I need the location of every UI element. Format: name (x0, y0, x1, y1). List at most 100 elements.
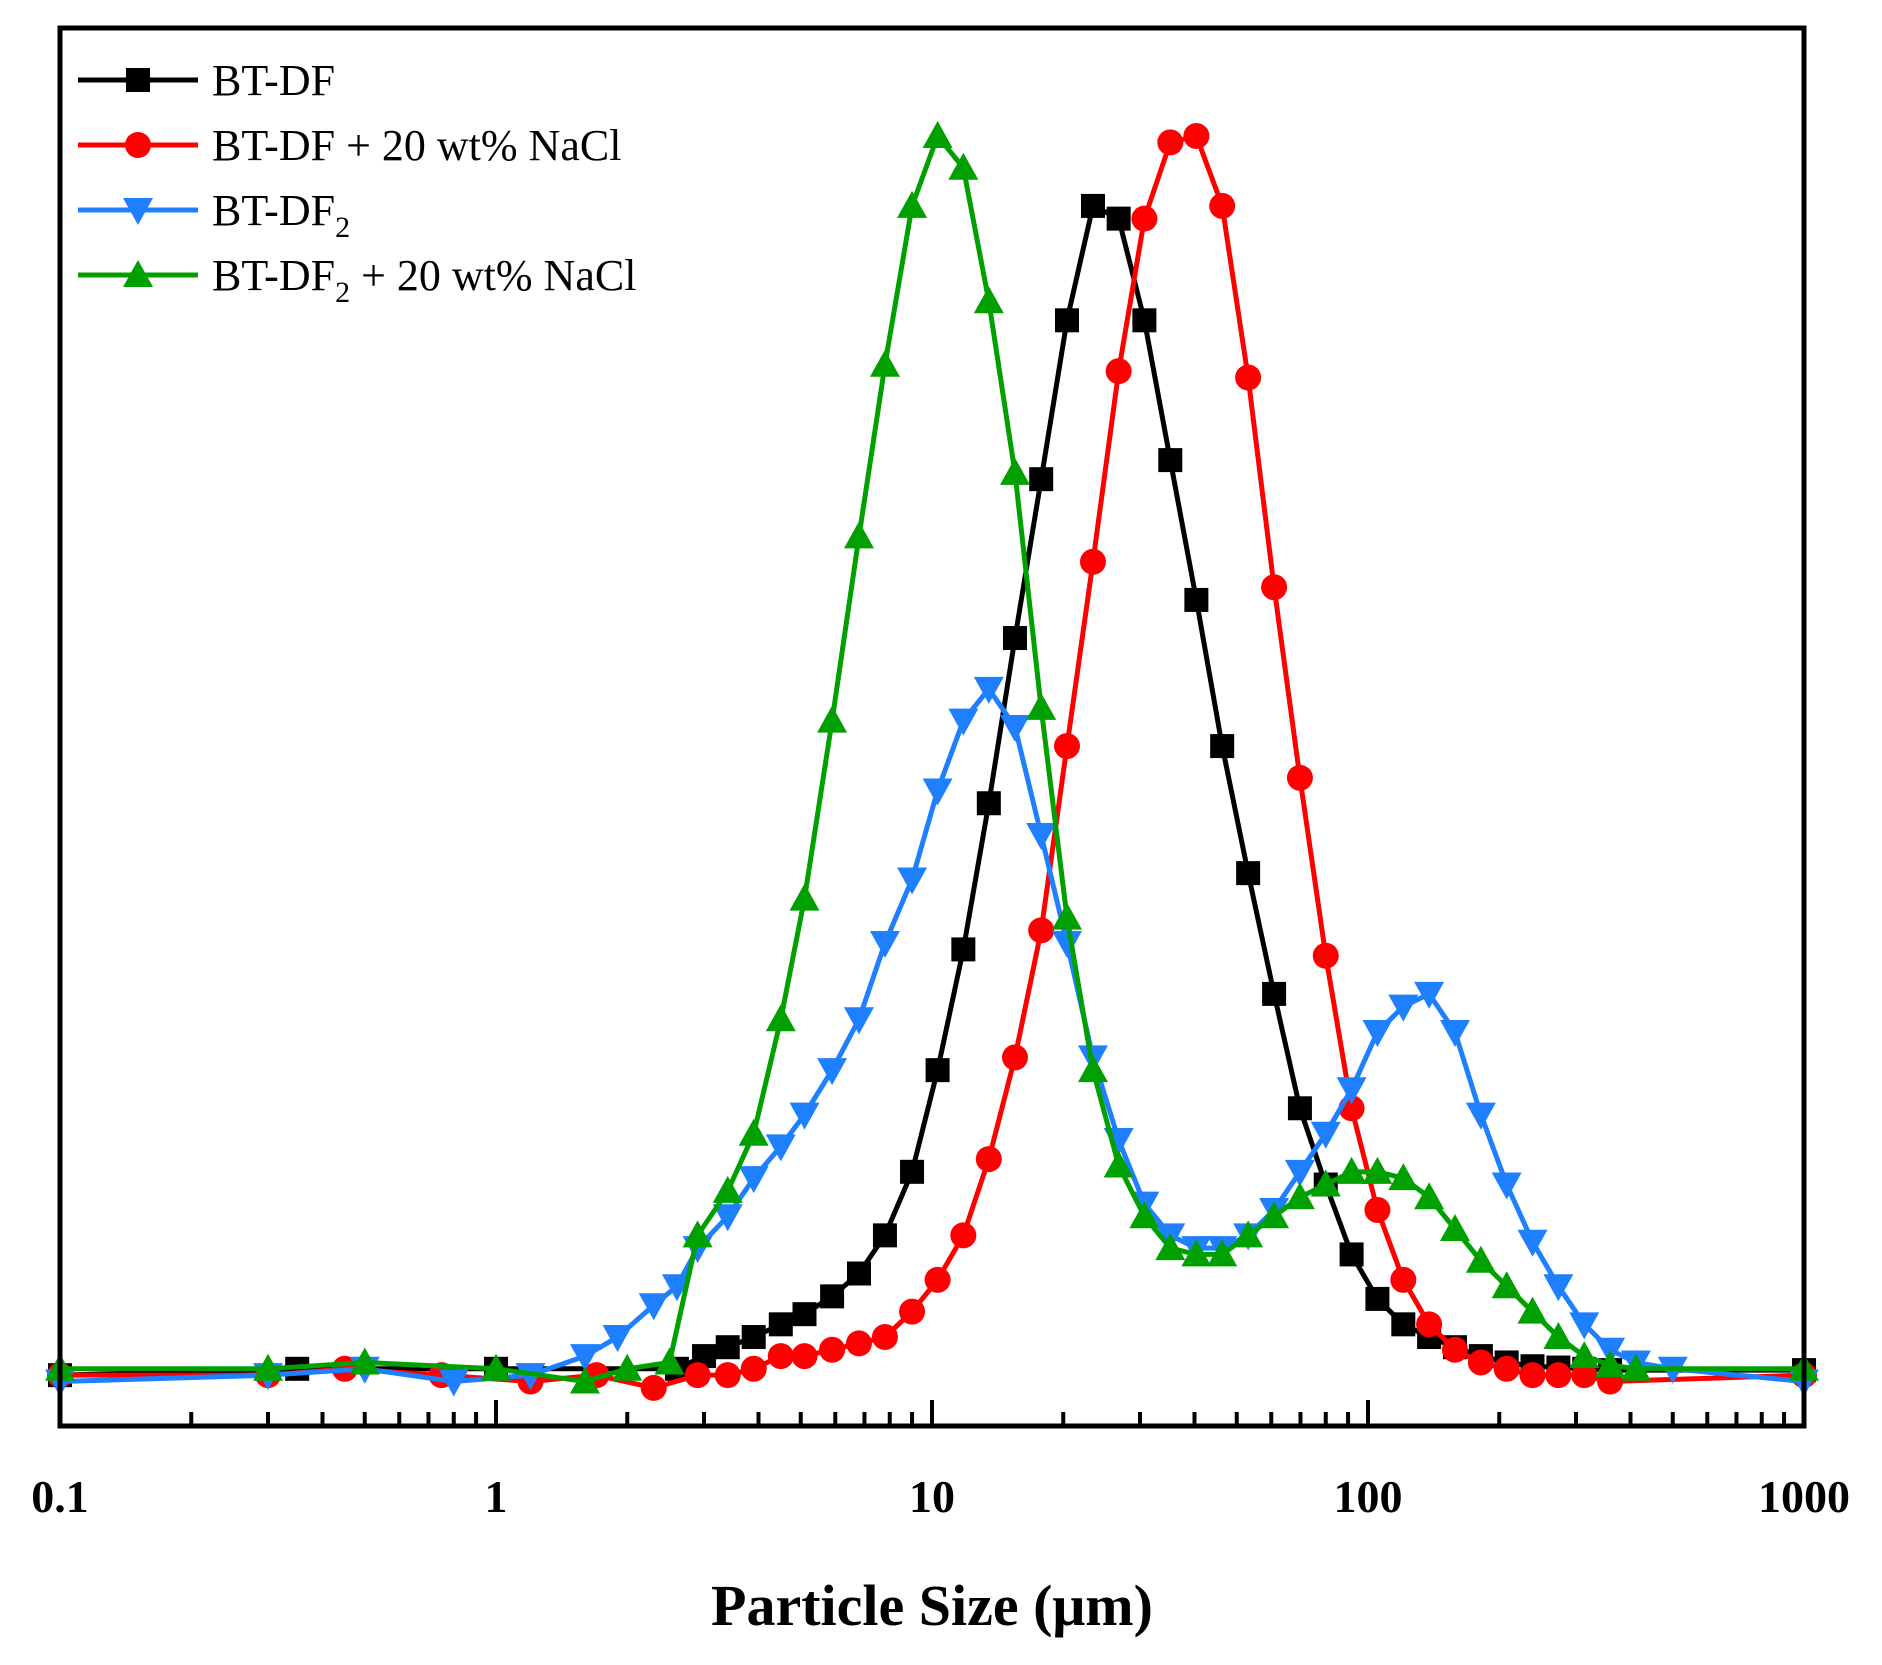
data-point (768, 1312, 793, 1337)
data-point (569, 1366, 600, 1394)
data-point (1441, 1336, 1468, 1363)
data-point (1595, 1349, 1626, 1377)
data-point (1207, 1239, 1238, 1267)
legend-label: BT-DF + 20 wt% NaCl (212, 121, 621, 170)
plot-series (45, 121, 1819, 1401)
data-point (817, 705, 848, 733)
data-point (976, 791, 1001, 816)
data-point (661, 1274, 692, 1302)
data-point (1106, 206, 1131, 231)
plot-frame (57, 25, 1807, 1429)
data-point (741, 1325, 766, 1350)
data-point (1236, 861, 1261, 886)
data-point (1388, 1163, 1419, 1191)
data-point (1051, 902, 1082, 930)
data-point (1261, 574, 1288, 601)
data-point (1362, 1020, 1393, 1048)
data-point (438, 1369, 469, 1397)
data-point (1362, 1156, 1393, 1184)
data-point (1491, 1271, 1522, 1299)
data-point (765, 1134, 796, 1162)
data-point (1336, 1077, 1367, 1105)
data-point (684, 1362, 711, 1389)
data-point (789, 883, 820, 911)
data-point (948, 708, 979, 736)
x-tick-label: 0.1 (31, 1471, 89, 1522)
data-point (897, 190, 928, 218)
data-point (1310, 1121, 1341, 1149)
data-point (999, 457, 1030, 485)
data-point (843, 521, 874, 549)
data-point (1517, 1229, 1548, 1257)
data-point (1259, 1201, 1290, 1229)
data-point (1569, 1312, 1600, 1340)
data-point (1103, 1150, 1134, 1178)
data-point (740, 1355, 767, 1382)
legend-label: BT-DF2 (212, 186, 350, 244)
data-point (899, 1298, 926, 1325)
data-point (871, 1324, 898, 1351)
data-point (1209, 192, 1236, 219)
data-point (1620, 1353, 1651, 1381)
data-point (481, 1353, 511, 1381)
data-point (1390, 1266, 1417, 1293)
data-point (1155, 1233, 1186, 1261)
data-point (846, 1261, 871, 1286)
data-point (973, 676, 1004, 704)
data-point (253, 1353, 284, 1381)
data-point (1129, 1201, 1160, 1229)
data-point (1026, 692, 1057, 720)
data-point (1181, 1239, 1212, 1267)
data-point (712, 1175, 743, 1203)
data-point (1183, 123, 1210, 150)
legend-marker (126, 68, 150, 92)
data-point (872, 1223, 897, 1248)
data-point (1131, 205, 1158, 232)
data-point (1001, 1044, 1028, 1071)
legend-entry: BT-DF + 20 wt% NaCl (78, 121, 621, 170)
data-point (817, 1058, 848, 1086)
data-point (1339, 1242, 1364, 1267)
data-point (1439, 1214, 1470, 1242)
data-point (792, 1302, 817, 1327)
data-point (1132, 308, 1157, 333)
data-point (682, 1220, 713, 1248)
data-point (1262, 981, 1287, 1006)
data-point (1439, 1020, 1470, 1048)
data-point (1416, 1311, 1443, 1338)
data-point (950, 1222, 977, 1249)
legend-entry: BT-DF2 + 20 wt% NaCl (78, 251, 636, 309)
legend-marker (123, 198, 153, 225)
data-point (569, 1344, 600, 1372)
data-point (1284, 1182, 1315, 1210)
data-point (738, 1118, 769, 1146)
data-point (1184, 587, 1209, 612)
data-point (973, 286, 1004, 314)
data-point (897, 867, 928, 895)
data-point (1364, 1196, 1391, 1223)
data-point (1051, 931, 1082, 959)
data-point (712, 1204, 743, 1232)
legend-entry: BT-DF2 (78, 186, 350, 244)
legend: BT-DF BT-DF + 20 wt% NaCl BT-DF2 BT-DF2 + 2… (78, 56, 636, 309)
x-axis-title: Particle Size (μm) (711, 1573, 1153, 1638)
series-2 (47, 123, 1817, 1401)
data-point (1519, 1362, 1546, 1389)
data-point (975, 1146, 1002, 1173)
data-point (654, 1347, 685, 1375)
data-point (638, 1293, 669, 1321)
data-point (869, 931, 900, 959)
data-point (791, 1343, 818, 1370)
data-point (1336, 1156, 1367, 1184)
data-point (1517, 1296, 1548, 1324)
data-point (1467, 1349, 1494, 1376)
x-tick-label: 1 (485, 1471, 508, 1522)
data-point (1105, 358, 1132, 385)
data-point (1414, 1182, 1445, 1210)
data-point (1080, 193, 1105, 218)
data-point (1310, 1169, 1341, 1197)
x-tick-label: 100 (1334, 1471, 1403, 1522)
legend-label: BT-DF2 + 20 wt% NaCl (212, 251, 636, 309)
